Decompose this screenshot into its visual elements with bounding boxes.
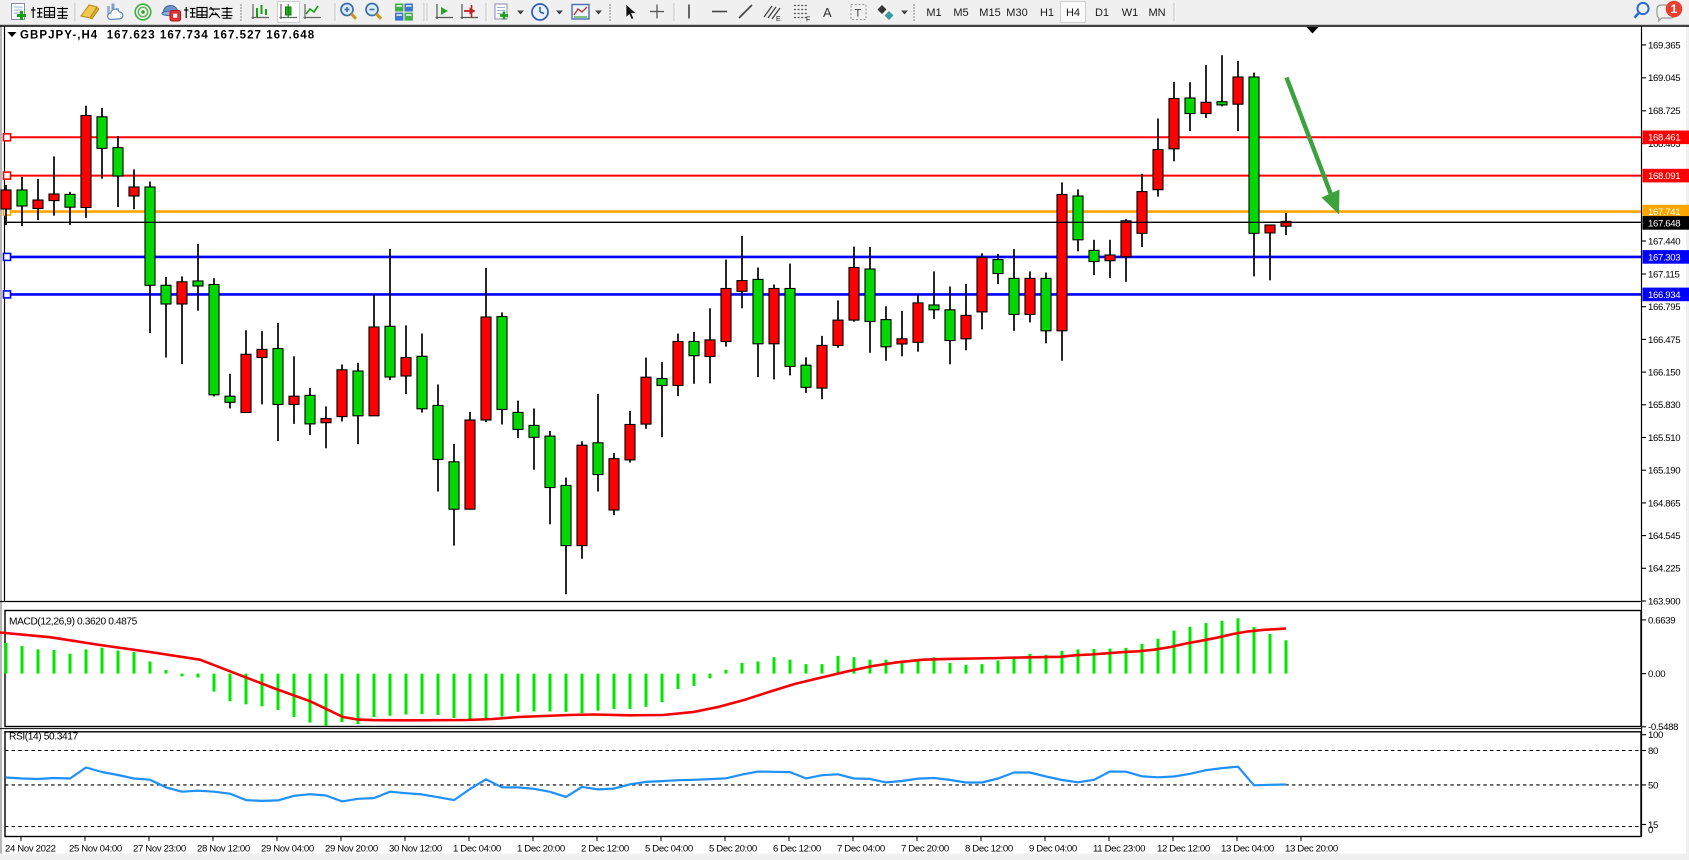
svg-text:W1: W1 xyxy=(1122,7,1139,19)
svg-text:M30: M30 xyxy=(1006,7,1027,19)
svg-text:100: 100 xyxy=(1648,730,1663,741)
svg-text:169.045: 169.045 xyxy=(1648,73,1680,84)
svg-text:165.510: 165.510 xyxy=(1648,433,1680,444)
svg-text:-0.5488: -0.5488 xyxy=(1648,722,1678,733)
svg-text:13 Dec 20:00: 13 Dec 20:00 xyxy=(1285,844,1338,855)
svg-text:H1: H1 xyxy=(1040,7,1054,19)
svg-text:1 Dec 04:00: 1 Dec 04:00 xyxy=(453,844,501,855)
svg-text:167.648: 167.648 xyxy=(1648,218,1680,229)
svg-text:24 Nov 2022: 24 Nov 2022 xyxy=(5,844,56,855)
svg-text:1: 1 xyxy=(1671,2,1678,16)
svg-text:165.190: 165.190 xyxy=(1648,466,1680,477)
svg-text:0: 0 xyxy=(1648,825,1653,836)
svg-text:167.741: 167.741 xyxy=(1648,207,1680,218)
svg-text:2 Dec 12:00: 2 Dec 12:00 xyxy=(581,844,629,855)
svg-text:MN: MN xyxy=(1148,7,1165,19)
svg-text:30 Nov 12:00: 30 Nov 12:00 xyxy=(389,844,442,855)
svg-text:166.150: 166.150 xyxy=(1648,368,1680,379)
svg-text:80: 80 xyxy=(1648,746,1658,757)
svg-text:50: 50 xyxy=(1648,780,1658,791)
svg-text:167.303: 167.303 xyxy=(1648,252,1680,263)
svg-text:T: T xyxy=(855,8,862,20)
svg-text:168.091: 168.091 xyxy=(1648,171,1680,182)
svg-text:167.115: 167.115 xyxy=(1648,269,1680,280)
svg-text:9 Dec 04:00: 9 Dec 04:00 xyxy=(1029,844,1077,855)
svg-text:D1: D1 xyxy=(1095,7,1109,19)
svg-text:165.830: 165.830 xyxy=(1648,400,1680,411)
svg-text:166.795: 166.795 xyxy=(1648,302,1680,313)
svg-text:M5: M5 xyxy=(953,7,968,19)
svg-text:0.00: 0.00 xyxy=(1648,669,1665,680)
svg-text:MACD(12,26,9) 0.3620 0.4875: MACD(12,26,9) 0.3620 0.4875 xyxy=(9,617,138,628)
svg-text:11 Dec 23:00: 11 Dec 23:00 xyxy=(1093,844,1145,855)
svg-text:168.725: 168.725 xyxy=(1648,106,1680,117)
svg-text:1 Dec 20:00: 1 Dec 20:00 xyxy=(517,844,565,855)
svg-text:8 Dec 12:00: 8 Dec 12:00 xyxy=(965,844,1013,855)
svg-text:29 Nov 04:00: 29 Nov 04:00 xyxy=(261,844,314,855)
svg-text:A: A xyxy=(823,5,832,20)
svg-text:25 Nov 04:00: 25 Nov 04:00 xyxy=(69,844,122,855)
svg-text:29 Nov 20:00: 29 Nov 20:00 xyxy=(325,844,378,855)
svg-text:28 Nov 12:00: 28 Nov 12:00 xyxy=(197,844,250,855)
svg-text:166.475: 166.475 xyxy=(1648,335,1680,346)
svg-text:5 Dec 20:00: 5 Dec 20:00 xyxy=(709,844,757,855)
svg-text:F: F xyxy=(806,17,810,24)
svg-text:168.461: 168.461 xyxy=(1648,133,1680,144)
svg-text:166.934: 166.934 xyxy=(1648,290,1681,301)
svg-text:H4: H4 xyxy=(1066,7,1080,19)
svg-text:169.365: 169.365 xyxy=(1648,40,1680,51)
svg-text:7 Dec 20:00: 7 Dec 20:00 xyxy=(901,844,949,855)
svg-text:13 Dec 04:00: 13 Dec 04:00 xyxy=(1221,844,1274,855)
svg-text:163.900: 163.900 xyxy=(1648,596,1680,607)
svg-text:0.6639: 0.6639 xyxy=(1648,615,1675,626)
svg-text:7 Dec 04:00: 7 Dec 04:00 xyxy=(837,844,885,855)
svg-text:15: 15 xyxy=(1648,820,1658,831)
svg-text:M15: M15 xyxy=(979,7,1000,19)
svg-text:168.405: 168.405 xyxy=(1648,139,1680,150)
svg-text:164.225: 164.225 xyxy=(1648,564,1680,575)
svg-text:GBPJPY-,H4 167.623 167.734 16: GBPJPY-,H4 167.623 167.734 167.527 167.6… xyxy=(20,30,315,42)
svg-text:164.865: 164.865 xyxy=(1648,498,1680,509)
svg-text:M1: M1 xyxy=(926,7,941,19)
svg-text:6 Dec 12:00: 6 Dec 12:00 xyxy=(773,844,821,855)
svg-text:27 Nov 23:00: 27 Nov 23:00 xyxy=(133,844,186,855)
svg-text:164.545: 164.545 xyxy=(1648,531,1680,542)
svg-text:12 Dec 12:00: 12 Dec 12:00 xyxy=(1157,844,1210,855)
svg-text:RSI(14) 50.3417: RSI(14) 50.3417 xyxy=(9,732,78,743)
svg-text:5 Dec 04:00: 5 Dec 04:00 xyxy=(645,844,693,855)
svg-text:E: E xyxy=(776,16,781,23)
svg-text:167.440: 167.440 xyxy=(1648,236,1680,247)
